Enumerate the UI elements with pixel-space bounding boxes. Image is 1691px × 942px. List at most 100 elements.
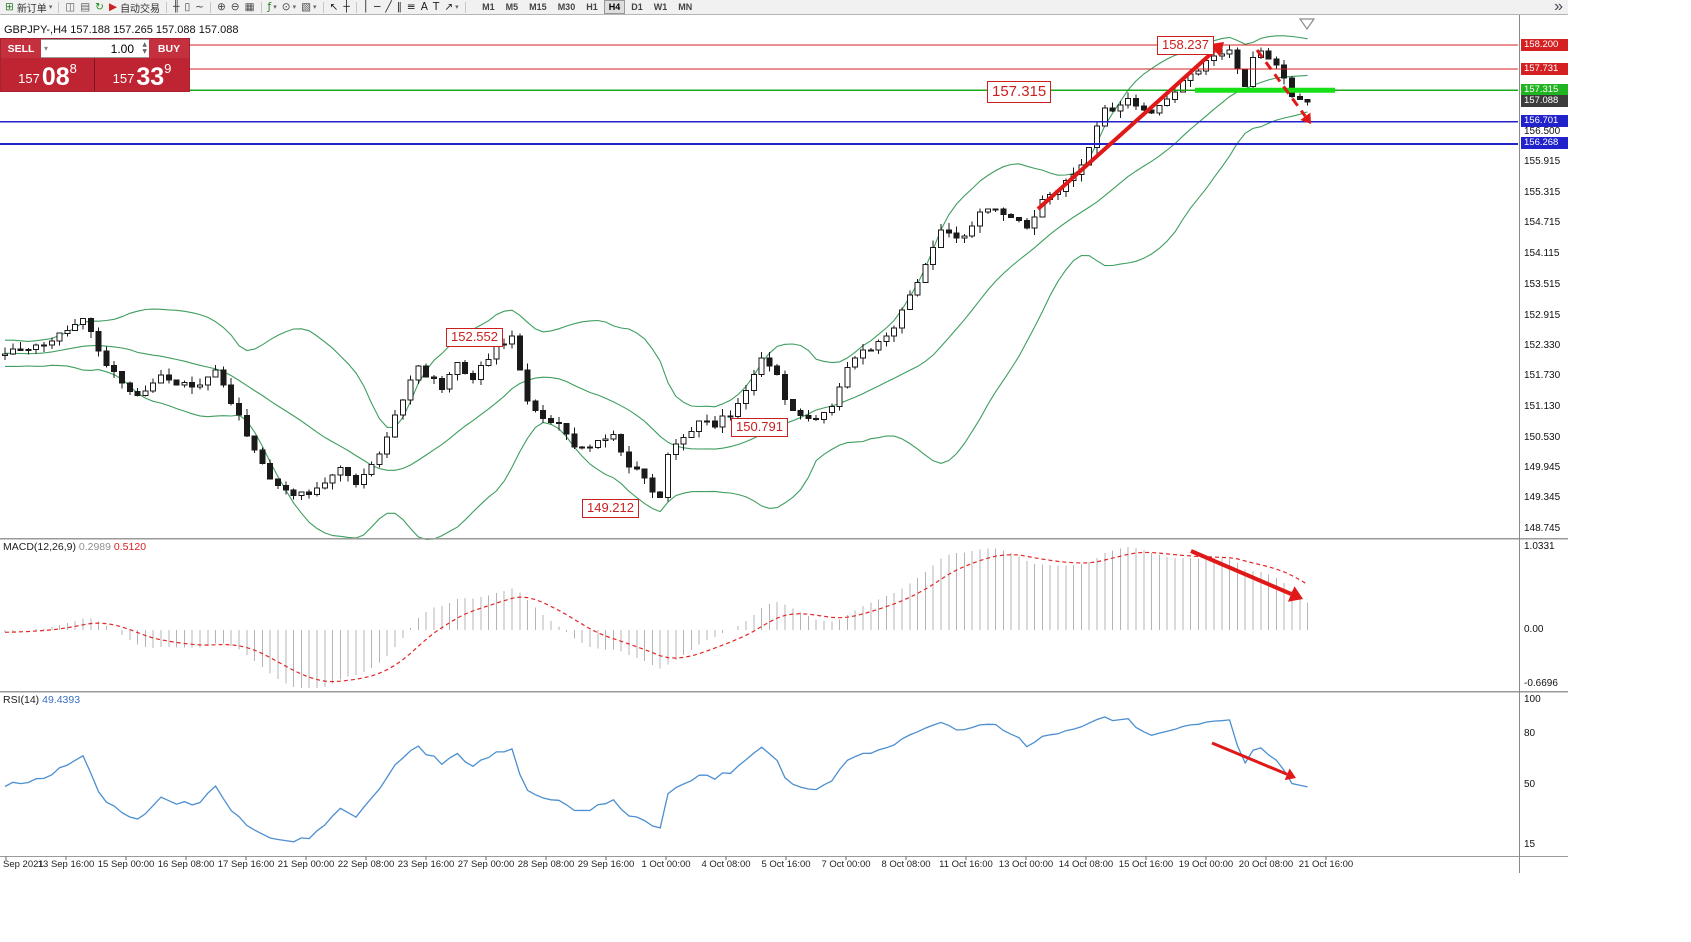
indicator-function-icon: ƒ xyxy=(267,0,272,13)
horizontal-line-button[interactable]: ─ xyxy=(372,1,382,14)
trend-up-arrow[interactable] xyxy=(1036,42,1224,211)
price-callout-157.315[interactable]: 157.315 xyxy=(987,81,1052,103)
time-axis-label: 23 Sep 16:00 xyxy=(397,859,455,870)
price-callout-152.552[interactable]: 152.552 xyxy=(446,328,503,347)
time-axis-label: 19 Oct 00:00 xyxy=(1178,859,1234,870)
time-axis-label: 27 Sep 00:00 xyxy=(457,859,515,870)
charts-button[interactable]: ◫ xyxy=(63,1,77,14)
time-axis-label: 13 Oct 00:00 xyxy=(998,859,1054,870)
price-callout-158.237[interactable]: 158.237 xyxy=(1157,36,1214,55)
stepper-down-icon[interactable]: ▼ xyxy=(142,48,147,55)
toolbar-overflow-icon[interactable]: » xyxy=(1554,0,1563,15)
toolbar-separator xyxy=(322,1,324,13)
sell-price-prefix: 157 xyxy=(18,71,40,86)
trendline-button[interactable]: ╱ xyxy=(383,1,393,14)
text-button[interactable]: A xyxy=(419,1,430,14)
buy-quote[interactable]: 157 33 9 xyxy=(95,58,189,91)
shift-marker-icon[interactable] xyxy=(1298,18,1316,31)
macd-down-arrow[interactable] xyxy=(1190,549,1303,602)
buy-button[interactable]: BUY xyxy=(149,39,189,58)
fibonacci-button[interactable]: ≡ xyxy=(405,1,418,14)
price-callout-150.791[interactable]: 150.791 xyxy=(731,418,788,437)
price-axis-label: 151.730 xyxy=(1524,370,1561,382)
toolbar: ⊞ 新订单 ▾ ◫ ▤ ↻ ▶ 自动交易 ╫ ▯ ~ ⊕ ⊖ ▦ ƒ ▾ ⊙ ▾ ▧ ▾ ↖ ┼ │ ─ ╱ ∥ ≡ A T ↗ ▾ M1 M5… xyxy=(0,0,1568,15)
macd-axis-label: -0.6696 xyxy=(1524,677,1558,689)
sell-quote[interactable]: 157 08 8 xyxy=(1,58,95,91)
rsi-down-arrow[interactable] xyxy=(1211,741,1296,781)
time-axis-label: 13 Sep 16:00 xyxy=(37,859,95,870)
main-chart-panel xyxy=(0,18,1518,540)
line-chart-button[interactable]: ~ xyxy=(193,1,206,14)
price-tag-157.731: 157.731 xyxy=(1521,62,1568,75)
tile-windows-button[interactable]: ▦ xyxy=(243,1,257,14)
time-axis[interactable]: Sep 2021 13 Sep 16:00 15 Sep 00:00 16 Sep 0… xyxy=(0,857,1520,873)
text-icon: A xyxy=(420,0,428,13)
macd-axis-label: 1.0331 xyxy=(1524,541,1555,553)
chart-plus-icon: ⊞ xyxy=(5,0,14,13)
macd-signal-line xyxy=(4,551,1308,683)
price-tag-158.200: 158.200 xyxy=(1521,38,1568,51)
stepper-up-icon[interactable]: ▲ xyxy=(142,41,147,48)
zoom-in-button[interactable]: ⊕ xyxy=(215,1,228,14)
chevron-down-icon[interactable]: ▾ xyxy=(455,3,459,11)
macd-signal-value: 0.5120 xyxy=(113,541,147,553)
new-order-button[interactable]: ⊞ 新订单 ▾ xyxy=(3,0,54,15)
timeframe-m15-button[interactable]: M15 xyxy=(529,2,547,12)
indicators-button[interactable]: ƒ ▾ xyxy=(266,1,279,14)
price-axis-label: 153.515 xyxy=(1524,278,1561,290)
crosshair-button[interactable]: ┼ xyxy=(341,1,351,14)
sell-button[interactable]: SELL xyxy=(1,39,41,58)
chart-canvas[interactable] xyxy=(0,0,1568,879)
market-watch-button[interactable]: ▤ xyxy=(78,1,92,14)
volume-stepper[interactable]: ▲ ▼ xyxy=(142,41,147,55)
timeframe-h1-button[interactable]: H1 xyxy=(586,2,598,12)
templates-button[interactable]: ▧ ▾ xyxy=(299,1,318,14)
vertical-line-button[interactable]: │ xyxy=(361,1,371,14)
bollinger-lower xyxy=(5,111,1308,540)
label-button[interactable]: T xyxy=(431,1,441,14)
fibonacci-icon: ≡ xyxy=(406,0,416,13)
bar-chart-button[interactable]: ╫ xyxy=(171,1,181,14)
macd-axis-label: 0.00 xyxy=(1524,624,1544,635)
autotrading-button[interactable]: ▶ 自动交易 xyxy=(107,1,162,15)
charts-icon: ◫ xyxy=(65,0,76,13)
list-icon: ▤ xyxy=(80,0,91,13)
price-callout-149.212[interactable]: 149.212 xyxy=(582,499,639,518)
label-icon: T xyxy=(432,0,440,13)
price-tag-157.315: 157.315 xyxy=(1521,83,1568,96)
timeframe-d1-button[interactable]: D1 xyxy=(631,2,643,12)
forecast-down-arrow[interactable] xyxy=(1255,49,1311,124)
panel-separators[interactable] xyxy=(0,15,1568,873)
periods-button[interactable]: ⊙ ▾ xyxy=(280,1,298,14)
ohlc-values: 157.188 157.265 157.088 157.088 xyxy=(70,24,239,36)
timeframe-m30-button[interactable]: M30 xyxy=(557,2,576,12)
vertical-line-icon: │ xyxy=(362,0,369,13)
chevron-down-icon[interactable]: ▾ xyxy=(273,3,277,11)
timeframe-bar: M1 M5 M15 M30 H1 H4 D1 W1 MN xyxy=(478,0,697,14)
cursor-button[interactable]: ↖ xyxy=(328,1,341,14)
timeframe-m5-button[interactable]: M5 xyxy=(505,2,519,12)
price-axis-label: 149.345 xyxy=(1524,492,1561,504)
chevron-down-icon[interactable]: ▾ xyxy=(292,3,297,11)
sell-price-big: 08 xyxy=(41,63,70,91)
chevron-down-icon[interactable]: ▾ xyxy=(48,3,53,11)
timeframe-h4-button[interactable]: H4 xyxy=(604,0,625,14)
rsi-label: RSI(14) xyxy=(3,694,40,706)
price-axis[interactable]: 156.500 155.915 155.315 154.715 154.115 153.5… xyxy=(1520,0,1591,874)
macd-label: MACD(12,26,9) xyxy=(3,541,76,553)
refresh-button[interactable]: ↻ xyxy=(93,1,106,14)
volume-input[interactable]: 1.00 xyxy=(110,41,134,56)
chevron-down-icon[interactable]: ▾ xyxy=(313,3,317,11)
rsi-axis-label: 80 xyxy=(1524,728,1536,739)
arrows-button[interactable]: ↗ ▾ xyxy=(442,1,460,14)
timeframe-mn-button[interactable]: MN xyxy=(678,2,693,12)
timeframe-m1-button[interactable]: M1 xyxy=(482,2,495,12)
zoom-out-button[interactable]: ⊖ xyxy=(229,1,242,14)
cursor-icon: ↖ xyxy=(329,0,339,13)
time-axis-label: 29 Sep 16:00 xyxy=(577,859,635,870)
timeframe-w1-button[interactable]: W1 xyxy=(653,2,668,12)
chevron-down-icon[interactable]: ▾ xyxy=(44,44,49,53)
candlestick-chart-button[interactable]: ▯ xyxy=(182,1,192,14)
channel-button[interactable]: ∥ xyxy=(395,1,404,14)
toolbar-separator xyxy=(355,1,357,13)
